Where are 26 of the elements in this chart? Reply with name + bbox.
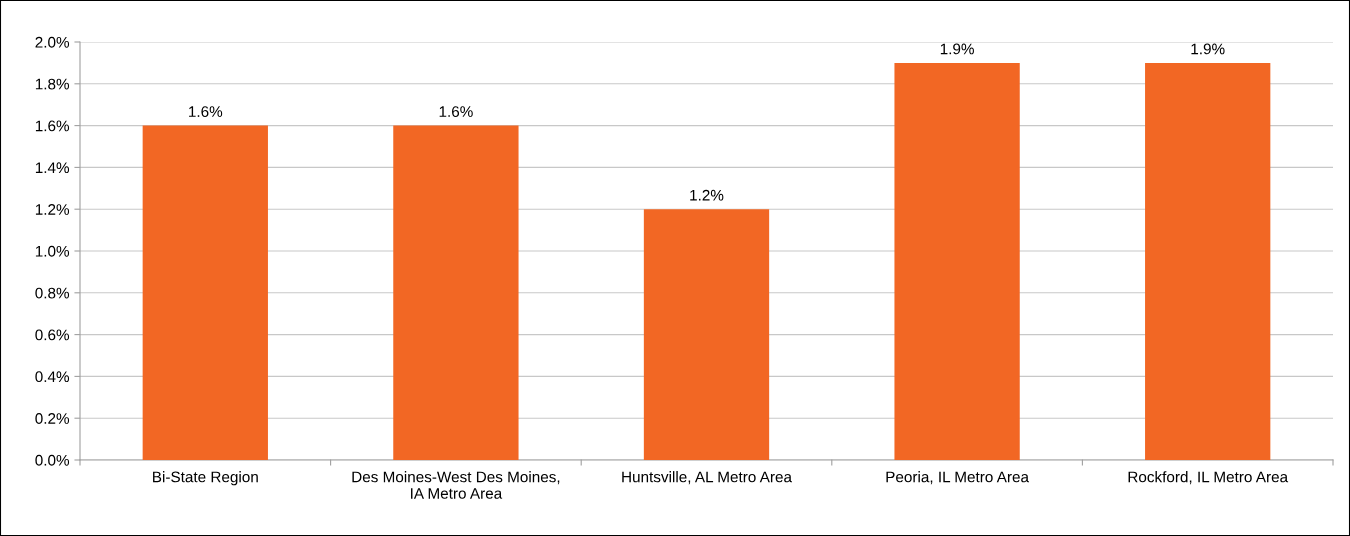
x-tick-label: Rockford, IL Metro Area: [1128, 471, 1289, 485]
y-tick-label: 1.6%: [35, 120, 70, 132]
bar: [894, 62, 1020, 460]
y-tick-label: 1.4%: [35, 162, 70, 174]
y-tick-label: 1.0%: [35, 245, 70, 257]
y-tick-label: 0.6%: [35, 329, 70, 341]
y-tick-label: 1.8%: [35, 78, 70, 90]
x-tick-label: Peoria, IL Metro Area: [886, 471, 1029, 485]
y-tick-label: 2.0%: [35, 36, 70, 48]
bar: [142, 125, 268, 460]
x-tick-label: Huntsville, AL Metro Area: [622, 471, 792, 485]
data-label: 1.9%: [1191, 43, 1225, 55]
data-label: 1.2%: [690, 189, 724, 201]
y-tick-label: 0.8%: [35, 287, 70, 299]
y-tick-label: 0.0%: [35, 454, 70, 466]
y-tick-label: 1.2%: [35, 204, 70, 215]
bar: [393, 125, 519, 460]
data-label: 1.6%: [439, 106, 473, 118]
x-tick-label: Des Moines-West Des Moines, IA Metro Area: [352, 471, 560, 499]
y-tick-label: 0.2%: [35, 413, 70, 424]
data-label: 1.6%: [189, 106, 223, 118]
x-tick-label: Bi-State Region: [153, 471, 258, 486]
data-label: 1.9%: [940, 43, 974, 55]
bar: [643, 209, 770, 460]
y-tick-label: 0.4%: [35, 371, 70, 383]
bar: [1145, 62, 1271, 460]
